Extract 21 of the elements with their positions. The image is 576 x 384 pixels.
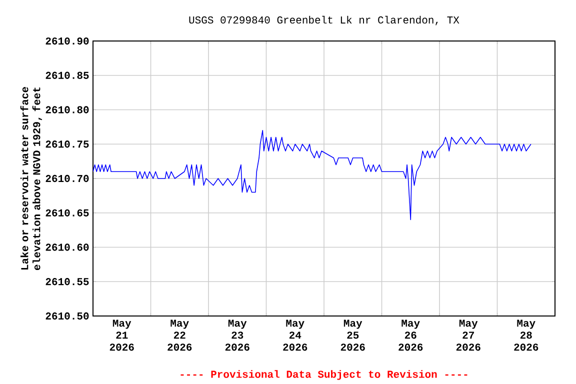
y-tick-label: 2610.75 [46, 140, 89, 148]
x-tick-label: May 23 2026 [225, 320, 250, 351]
x-tick-label: May 25 2026 [340, 320, 365, 351]
y-tick-label: 2610.90 [46, 37, 89, 45]
chart-title: USGS 07299840 Greenbelt Lk nr Clarendon, TX [189, 16, 460, 26]
y-tick-label: 2610.60 [46, 244, 89, 251]
text: ---- Provisional Data Subject to Revision ---- [180, 370, 468, 380]
x-tick-label: May 24 2026 [283, 320, 308, 351]
y-tick-label: 2610.70 [46, 174, 89, 182]
x-tick-label: May 28 2026 [514, 320, 538, 351]
y-tick-label: 2610.55 [46, 278, 89, 286]
line-series [93, 130, 532, 220]
y-tick-label: 2610.80 [46, 106, 89, 114]
x-tick-label: May 22 2026 [168, 320, 192, 351]
x-tick-label: May 27 2026 [456, 320, 480, 351]
y-tick-label: 2610.50 [46, 312, 89, 320]
x-tick-label: May 21 2026 [110, 320, 134, 351]
y-axis-title: Lake or reservoir water surface elevation above NGVD 1929, feet [20, 86, 42, 270]
y-tick-label: 2610.85 [46, 72, 89, 79]
y-tick-label: 2610.65 [46, 209, 89, 216]
x-tick-label: May 26 2026 [398, 320, 423, 351]
